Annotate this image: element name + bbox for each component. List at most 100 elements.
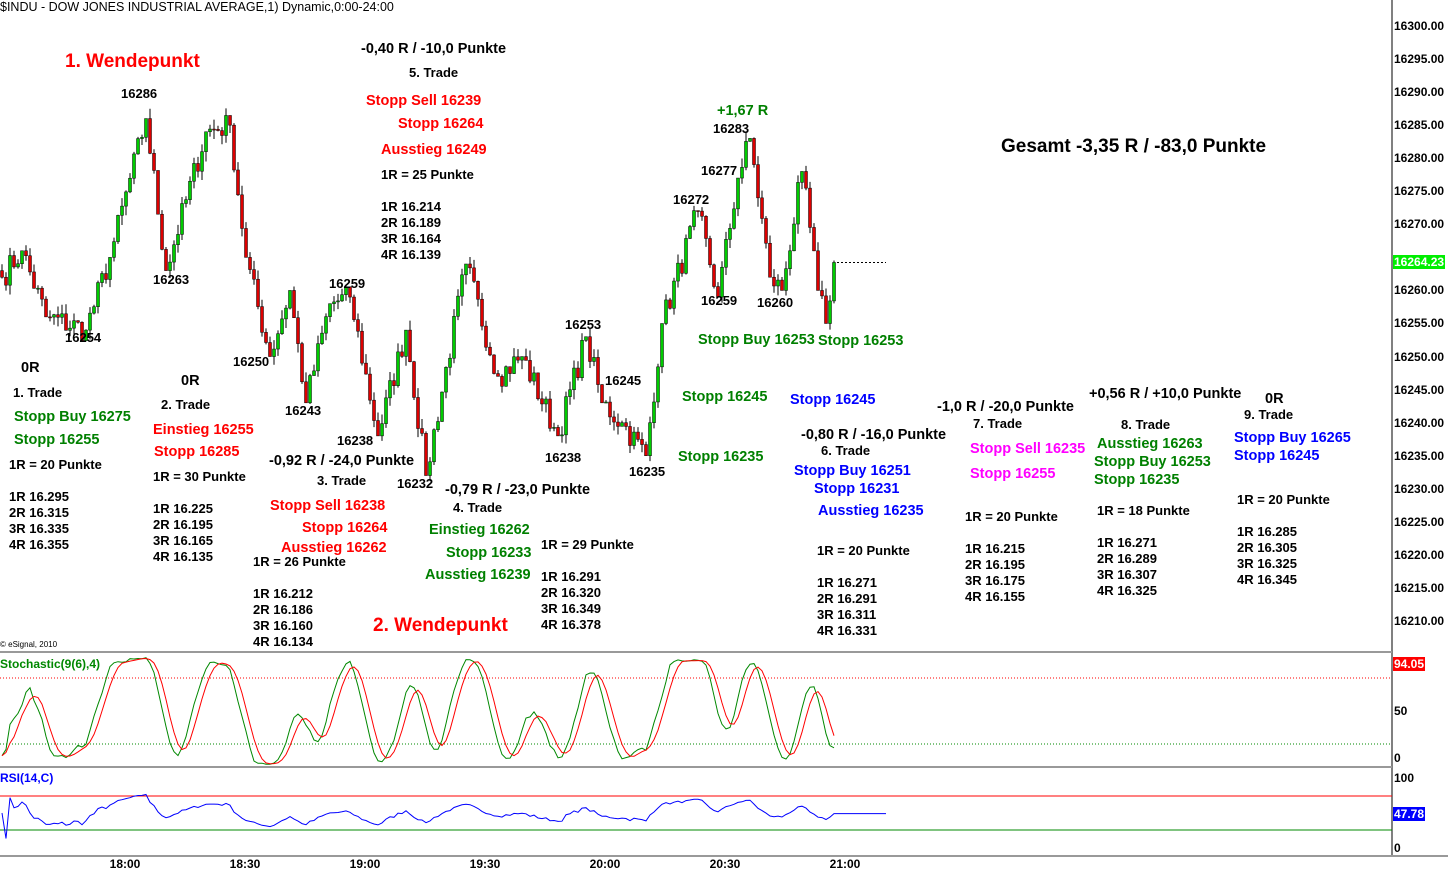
chart-annotation: Stopp 16255 (14, 432, 100, 448)
candle-body (520, 356, 524, 361)
candle-body (420, 428, 424, 434)
candle-body (20, 250, 24, 264)
chart-annotation: 2R 16.189 (381, 215, 441, 230)
candle-body (40, 287, 44, 300)
candle-body (160, 213, 164, 250)
chart-annotation: 8. Trade (1121, 417, 1171, 432)
candle-body (176, 234, 180, 245)
candle-body (512, 356, 516, 374)
candle-body (60, 313, 64, 318)
chart-annotation: 3R 16.165 (153, 533, 213, 548)
chart-annotation: 3R 16.160 (253, 618, 313, 633)
candle-body (364, 362, 368, 375)
candle-body (328, 303, 332, 317)
chart-annotation: 2R 16.315 (9, 505, 69, 520)
candle-body (140, 137, 144, 139)
chart-annotation: 1R = 20 Punkte (817, 543, 910, 558)
candle-body (244, 228, 248, 258)
price-tick-label: 16225.00 (1394, 514, 1445, 529)
candle-body (692, 210, 696, 227)
candle-body (804, 171, 808, 189)
candle-body (224, 115, 228, 136)
candle-body (216, 129, 220, 131)
chart-annotation: Einstieg 16262 (429, 522, 530, 538)
candle-body (348, 286, 352, 298)
candle-body (28, 255, 32, 273)
candle-body (4, 276, 8, 286)
candle-body (236, 169, 240, 196)
chart-title: $INDU - DOW JONES INDUSTRIAL AVERAGE,1) … (0, 0, 394, 14)
candle-body (168, 261, 172, 271)
candle-body (208, 128, 212, 133)
candle-body (396, 351, 400, 386)
candle-body (708, 238, 712, 266)
chart-annotation: 16259 (701, 293, 738, 308)
candle-body (476, 281, 480, 300)
chart-annotation: 1R 16.285 (1237, 524, 1297, 539)
stochastic-k-line (1, 657, 835, 765)
price-tick-label: 16235.00 (1394, 448, 1445, 463)
candle-body (324, 316, 328, 334)
chart-annotation: 2R 16.320 (541, 585, 601, 600)
time-tick-label: 21:00 (829, 857, 861, 871)
stochastic-value-tag: 94.05 (1393, 657, 1426, 671)
candle-body (484, 325, 488, 348)
candle-body (516, 356, 520, 361)
chart-annotation: 3R 16.307 (1097, 567, 1157, 582)
candle-body (568, 389, 572, 397)
rsi-line (1, 793, 886, 839)
candle-body (452, 316, 456, 359)
candle-body (288, 290, 292, 309)
chart-annotation: 16245 (605, 373, 642, 388)
candle-body (116, 215, 120, 242)
candle-body (752, 138, 756, 165)
chart-annotation: 2. Trade (161, 397, 211, 412)
chart-annotation: 3. Trade (317, 473, 367, 488)
candle-body (792, 223, 796, 252)
candle-body (148, 118, 152, 154)
candle-body (108, 257, 112, 280)
candle-body (416, 397, 420, 429)
candle-body (268, 342, 272, 357)
price-tick-label: 16260.00 (1394, 283, 1445, 298)
chart-annotation: 1R = 26 Punkte (253, 554, 346, 569)
candle-body (204, 131, 208, 152)
candle-body (52, 314, 56, 318)
candle-body (532, 372, 536, 382)
chart-annotation: Stopp 16235 (1094, 472, 1180, 488)
candle-body (156, 170, 160, 215)
chart-annotation: 2R 16.289 (1097, 551, 1157, 566)
chart-annotation: Ausstieg 16235 (818, 503, 924, 519)
candle-body (540, 398, 544, 405)
chart-annotation: 9. Trade (1244, 407, 1294, 422)
chart-annotation: 16243 (285, 403, 322, 418)
candle-body (632, 431, 636, 446)
candle-body (192, 163, 196, 182)
chart-annotation: Stopp Buy 16251 (794, 463, 911, 479)
chart-annotation: 1. Trade (13, 385, 63, 400)
chart-annotation: Stopp 16285 (154, 444, 240, 460)
price-tick-label: 16285.00 (1394, 118, 1445, 133)
chart-annotation: 0R (181, 373, 200, 389)
price-tick-label: 16290.00 (1394, 85, 1445, 100)
candle-body (596, 357, 600, 385)
candle-body (720, 266, 724, 298)
chart-annotation: Stopp 16264 (302, 520, 388, 536)
candle-body (668, 299, 672, 309)
chart-annotation: +1,67 R (717, 103, 769, 119)
chart-annotation: -0,80 R / -16,0 Punkte (801, 427, 947, 443)
candle-body (580, 340, 584, 378)
chart-annotation: 16253 (565, 317, 602, 332)
chart-annotation: Einstieg 16255 (153, 422, 254, 438)
candle-body (712, 264, 716, 287)
price-tick-label: 16210.00 (1394, 613, 1445, 628)
candle-body (12, 255, 16, 268)
candle-body (440, 391, 444, 422)
candle-body (820, 290, 824, 297)
candle-body (408, 329, 412, 362)
candle-body (16, 263, 20, 268)
candle-body (412, 361, 416, 398)
price-tick-label: 16220.00 (1394, 547, 1445, 562)
chart-annotation: Stopp Buy 16253 (1094, 454, 1211, 470)
chart-annotation: 2. Wendepunkt (373, 615, 508, 636)
